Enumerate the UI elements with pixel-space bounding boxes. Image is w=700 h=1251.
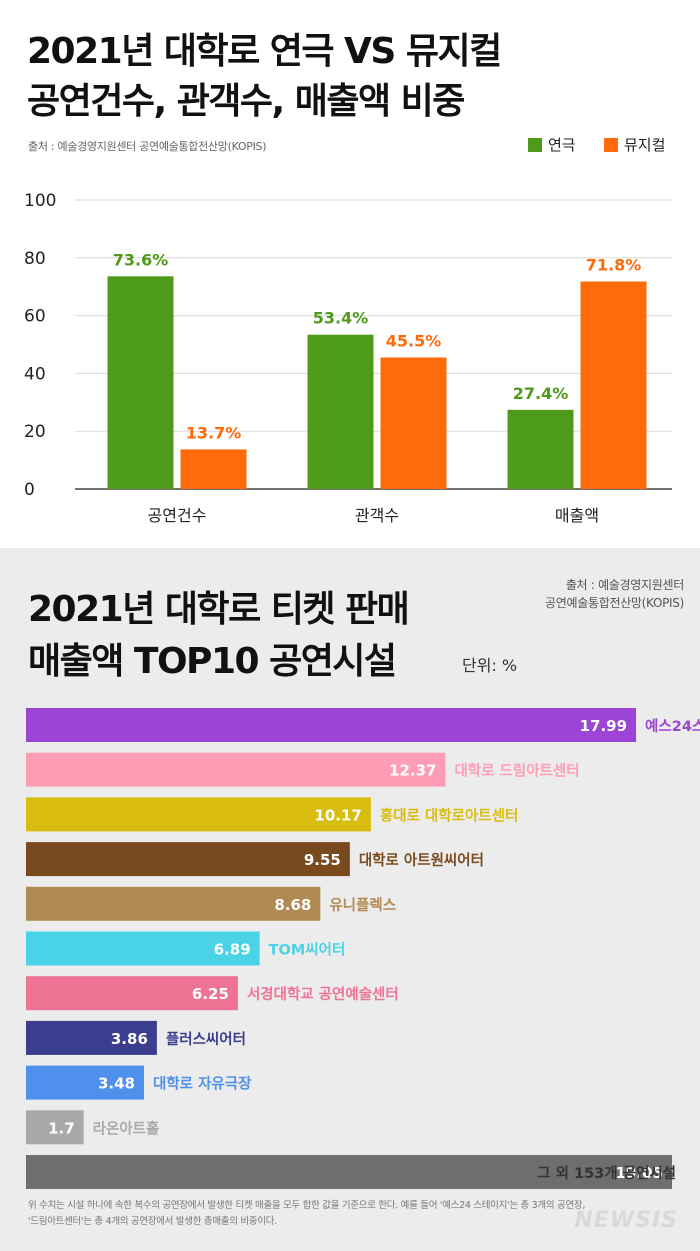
bar-play bbox=[507, 409, 574, 489]
legend-swatch-play bbox=[528, 137, 542, 152]
top-chart-source: 출처 : 예술경영지원센터 공연예술통합전산망(KOPIS) bbox=[28, 140, 267, 153]
hbar bbox=[26, 752, 446, 787]
top-chart-panel: 2021년 대학로 연극 VS 뮤지컬 공연건수, 관객수, 매출액 비중 출처… bbox=[0, 0, 700, 548]
legend-item-musical: 뮤지컬 bbox=[604, 134, 665, 155]
vertical-bar-chart: 0 20 40 60 80 100 73.6% 13.7% 공연건수 53.4% 45.5% 관객수 2… bbox=[24, 191, 672, 525]
hbar-name-label: 서경대학교 공연예술센터 bbox=[247, 985, 399, 1003]
bar-musical bbox=[180, 449, 247, 489]
newsis-logo: NEWSIS bbox=[574, 1208, 678, 1233]
bar-play bbox=[307, 334, 374, 489]
footnote-line-1: 위 수치는 시설 하나에 속한 복수의 공연장에서 발생한 티켓 매출을 모두 … bbox=[28, 1200, 586, 1211]
bottom-chart-source-line-1: 출처 : 예술경영지원센터 bbox=[565, 578, 684, 592]
y-tick-label: 20 bbox=[24, 422, 46, 442]
hbar-name-label: 유니플렉스 bbox=[329, 896, 396, 914]
hbar bbox=[26, 931, 260, 966]
y-tick-label: 100 bbox=[24, 191, 56, 211]
bottom-chart-title-line-1: 2021년 대학로 티켓 판매 bbox=[28, 589, 410, 630]
hbar bbox=[26, 1020, 157, 1055]
bar-value-label: 27.4% bbox=[513, 384, 569, 403]
hbar-name-label: 라온아트홀 bbox=[93, 1119, 160, 1137]
hbar-name-label: TOM씨어터 bbox=[269, 942, 346, 959]
hbar bbox=[26, 1155, 672, 1189]
hbar-value-label: 8.68 bbox=[274, 896, 311, 914]
hbar-name-label: 플러스씨어터 bbox=[166, 1031, 246, 1048]
hbar-value-label: 3.48 bbox=[98, 1075, 135, 1093]
hbar-value-label: 3.86 bbox=[111, 1030, 148, 1048]
hbar-name-label: 그 외 153개 공연시설 bbox=[537, 1164, 676, 1182]
footnote-line-2: '드림아트센터'는 총 4개의 공연장에서 발생한 총매출의 비중이다. bbox=[28, 1216, 277, 1227]
hbar bbox=[26, 976, 238, 1011]
legend-swatch-musical bbox=[604, 137, 618, 152]
y-tick-label: 0 bbox=[24, 480, 35, 500]
x-category-label: 매출액 bbox=[555, 506, 599, 525]
hbar bbox=[26, 1110, 84, 1145]
bar-value-label: 71.8% bbox=[586, 255, 642, 274]
hbar-value-label: 6.25 bbox=[192, 985, 229, 1003]
bottom-chart-title-line-2: 매출액 TOP10 공연시설 bbox=[28, 641, 397, 682]
hbar bbox=[26, 708, 637, 742]
bar-value-label: 73.6% bbox=[113, 250, 169, 269]
unit-label: 단위: % bbox=[462, 656, 518, 675]
hbar-value-label: 12.37 bbox=[389, 762, 436, 780]
hbar-value-label: 9.55 bbox=[304, 851, 341, 869]
bar-value-label: 13.7% bbox=[186, 423, 242, 442]
hbar bbox=[26, 842, 350, 877]
bottom-chart-source-line-2: 공연예술통합전산망(KOPIS) bbox=[545, 596, 684, 610]
hbar-name-label: 대학로 자유극장 bbox=[153, 1075, 252, 1093]
legend-label-play: 연극 bbox=[548, 136, 576, 154]
bar-value-label: 45.5% bbox=[386, 332, 442, 351]
hbar-value-label: 19.05 bbox=[616, 1164, 663, 1182]
bar-musical bbox=[580, 281, 647, 489]
legend-item-play: 연극 bbox=[528, 134, 576, 155]
hbar bbox=[26, 797, 371, 832]
y-tick-label: 60 bbox=[24, 307, 46, 327]
y-tick-label: 40 bbox=[24, 364, 46, 384]
hbar-value-label: 17.99 bbox=[580, 717, 627, 735]
hbar-name-label: 홍대로 대학로아트센터 bbox=[380, 806, 518, 824]
top-chart-title-line-2: 공연건수, 관객수, 매출액 비중 bbox=[27, 81, 465, 122]
x-category-label: 관객수 bbox=[355, 506, 399, 525]
legend-label-musical: 뮤지컬 bbox=[624, 136, 666, 154]
hbar-value-label: 1.7 bbox=[48, 1119, 75, 1137]
hbar-name-label: 대학로 아트원씨어터 bbox=[359, 852, 484, 869]
x-category-label: 공연건수 bbox=[148, 506, 207, 525]
bar-musical bbox=[380, 357, 447, 489]
bar-value-label: 53.4% bbox=[313, 309, 369, 328]
hbar-value-label: 10.17 bbox=[314, 806, 361, 824]
hbar bbox=[26, 886, 321, 921]
y-tick-label: 80 bbox=[24, 249, 46, 269]
hbar-value-label: 6.89 bbox=[214, 941, 251, 959]
hbar bbox=[26, 1065, 145, 1100]
top-chart-title-line-1: 2021년 대학로 연극 VS 뮤지컬 bbox=[27, 31, 502, 72]
bar-play bbox=[107, 276, 174, 489]
hbar-name-label: 대학로 드림아트센터 bbox=[454, 762, 579, 780]
